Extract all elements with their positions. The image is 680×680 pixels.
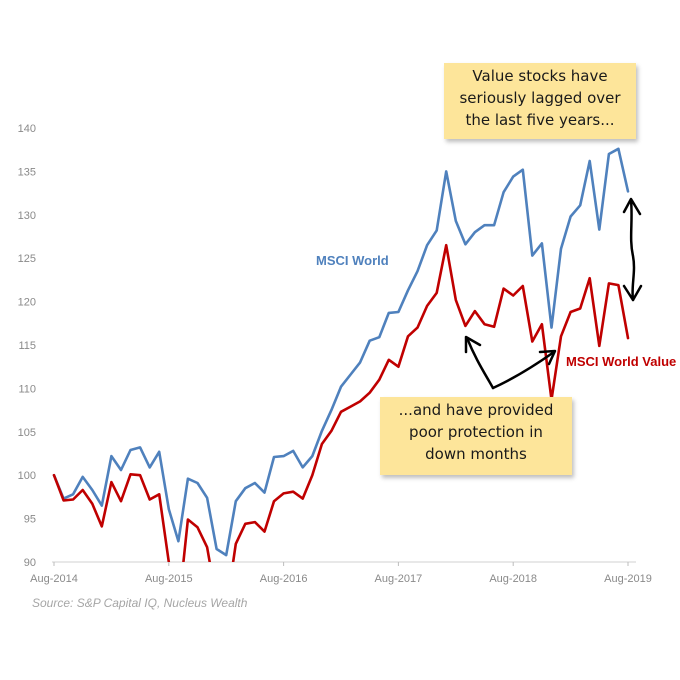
y-tick-label: 110	[18, 383, 36, 395]
series-line-msci-world	[52, 147, 630, 557]
annotation-note-bottom: ...and have provided poor protection in …	[380, 397, 572, 475]
note-line: poor protection in	[409, 423, 543, 441]
series-line-msci-world-value	[52, 243, 630, 562]
y-tick-label: 125	[18, 253, 36, 265]
series-lines	[52, 147, 630, 562]
note-line: the last five years...	[465, 111, 615, 129]
y-tick-label: 90	[24, 557, 36, 569]
spread-arrow	[629, 198, 636, 302]
y-tick-label: 115	[18, 340, 36, 352]
x-tick-label: Aug-2018	[489, 573, 537, 585]
x-tick-label: Aug-2015	[145, 573, 193, 585]
down-month-arrow-left-head	[464, 335, 482, 354]
series-label-msci-world-value: MSCI World Value	[566, 354, 676, 369]
source-note: Source: S&P Capital IQ, Nucleus Wealth	[32, 596, 248, 610]
x-tick-label: Aug-2016	[260, 573, 308, 585]
note-line: down months	[425, 445, 527, 463]
y-tick-label: 135	[18, 166, 36, 178]
y-tick-label: 95	[24, 514, 36, 526]
x-tick-label: Aug-2019	[604, 573, 652, 585]
axes: 90 95 100 105 110 115 120 125 130 135 140 Aug-2014 A…	[18, 123, 652, 585]
down-month-arrow-right-head	[538, 349, 557, 366]
y-tick-label: 105	[18, 427, 36, 439]
note-line: Value stocks have	[472, 67, 608, 85]
down-month-arrow-left	[465, 336, 495, 390]
annotation-note-top: Value stocks have seriously lagged over …	[444, 63, 636, 139]
x-tick-label: Aug-2017	[375, 573, 423, 585]
note-line: ...and have provided	[398, 401, 554, 419]
down-month-arrow-right	[491, 350, 556, 390]
spread-arrow-head-bottom	[622, 284, 643, 302]
series-labels: MSCI World MSCI World Value	[316, 253, 676, 369]
series-label-msci-world: MSCI World	[316, 253, 389, 268]
y-tick-label: 100	[18, 470, 36, 482]
annotation-arrows	[464, 197, 643, 390]
y-tick-label: 130	[18, 210, 36, 222]
y-tick-label: 120	[18, 297, 36, 309]
x-tick-label: Aug-2014	[30, 573, 78, 585]
y-tick-label: 140	[18, 123, 36, 135]
spread-arrow-head-top	[622, 197, 642, 216]
note-line: seriously lagged over	[459, 89, 621, 107]
